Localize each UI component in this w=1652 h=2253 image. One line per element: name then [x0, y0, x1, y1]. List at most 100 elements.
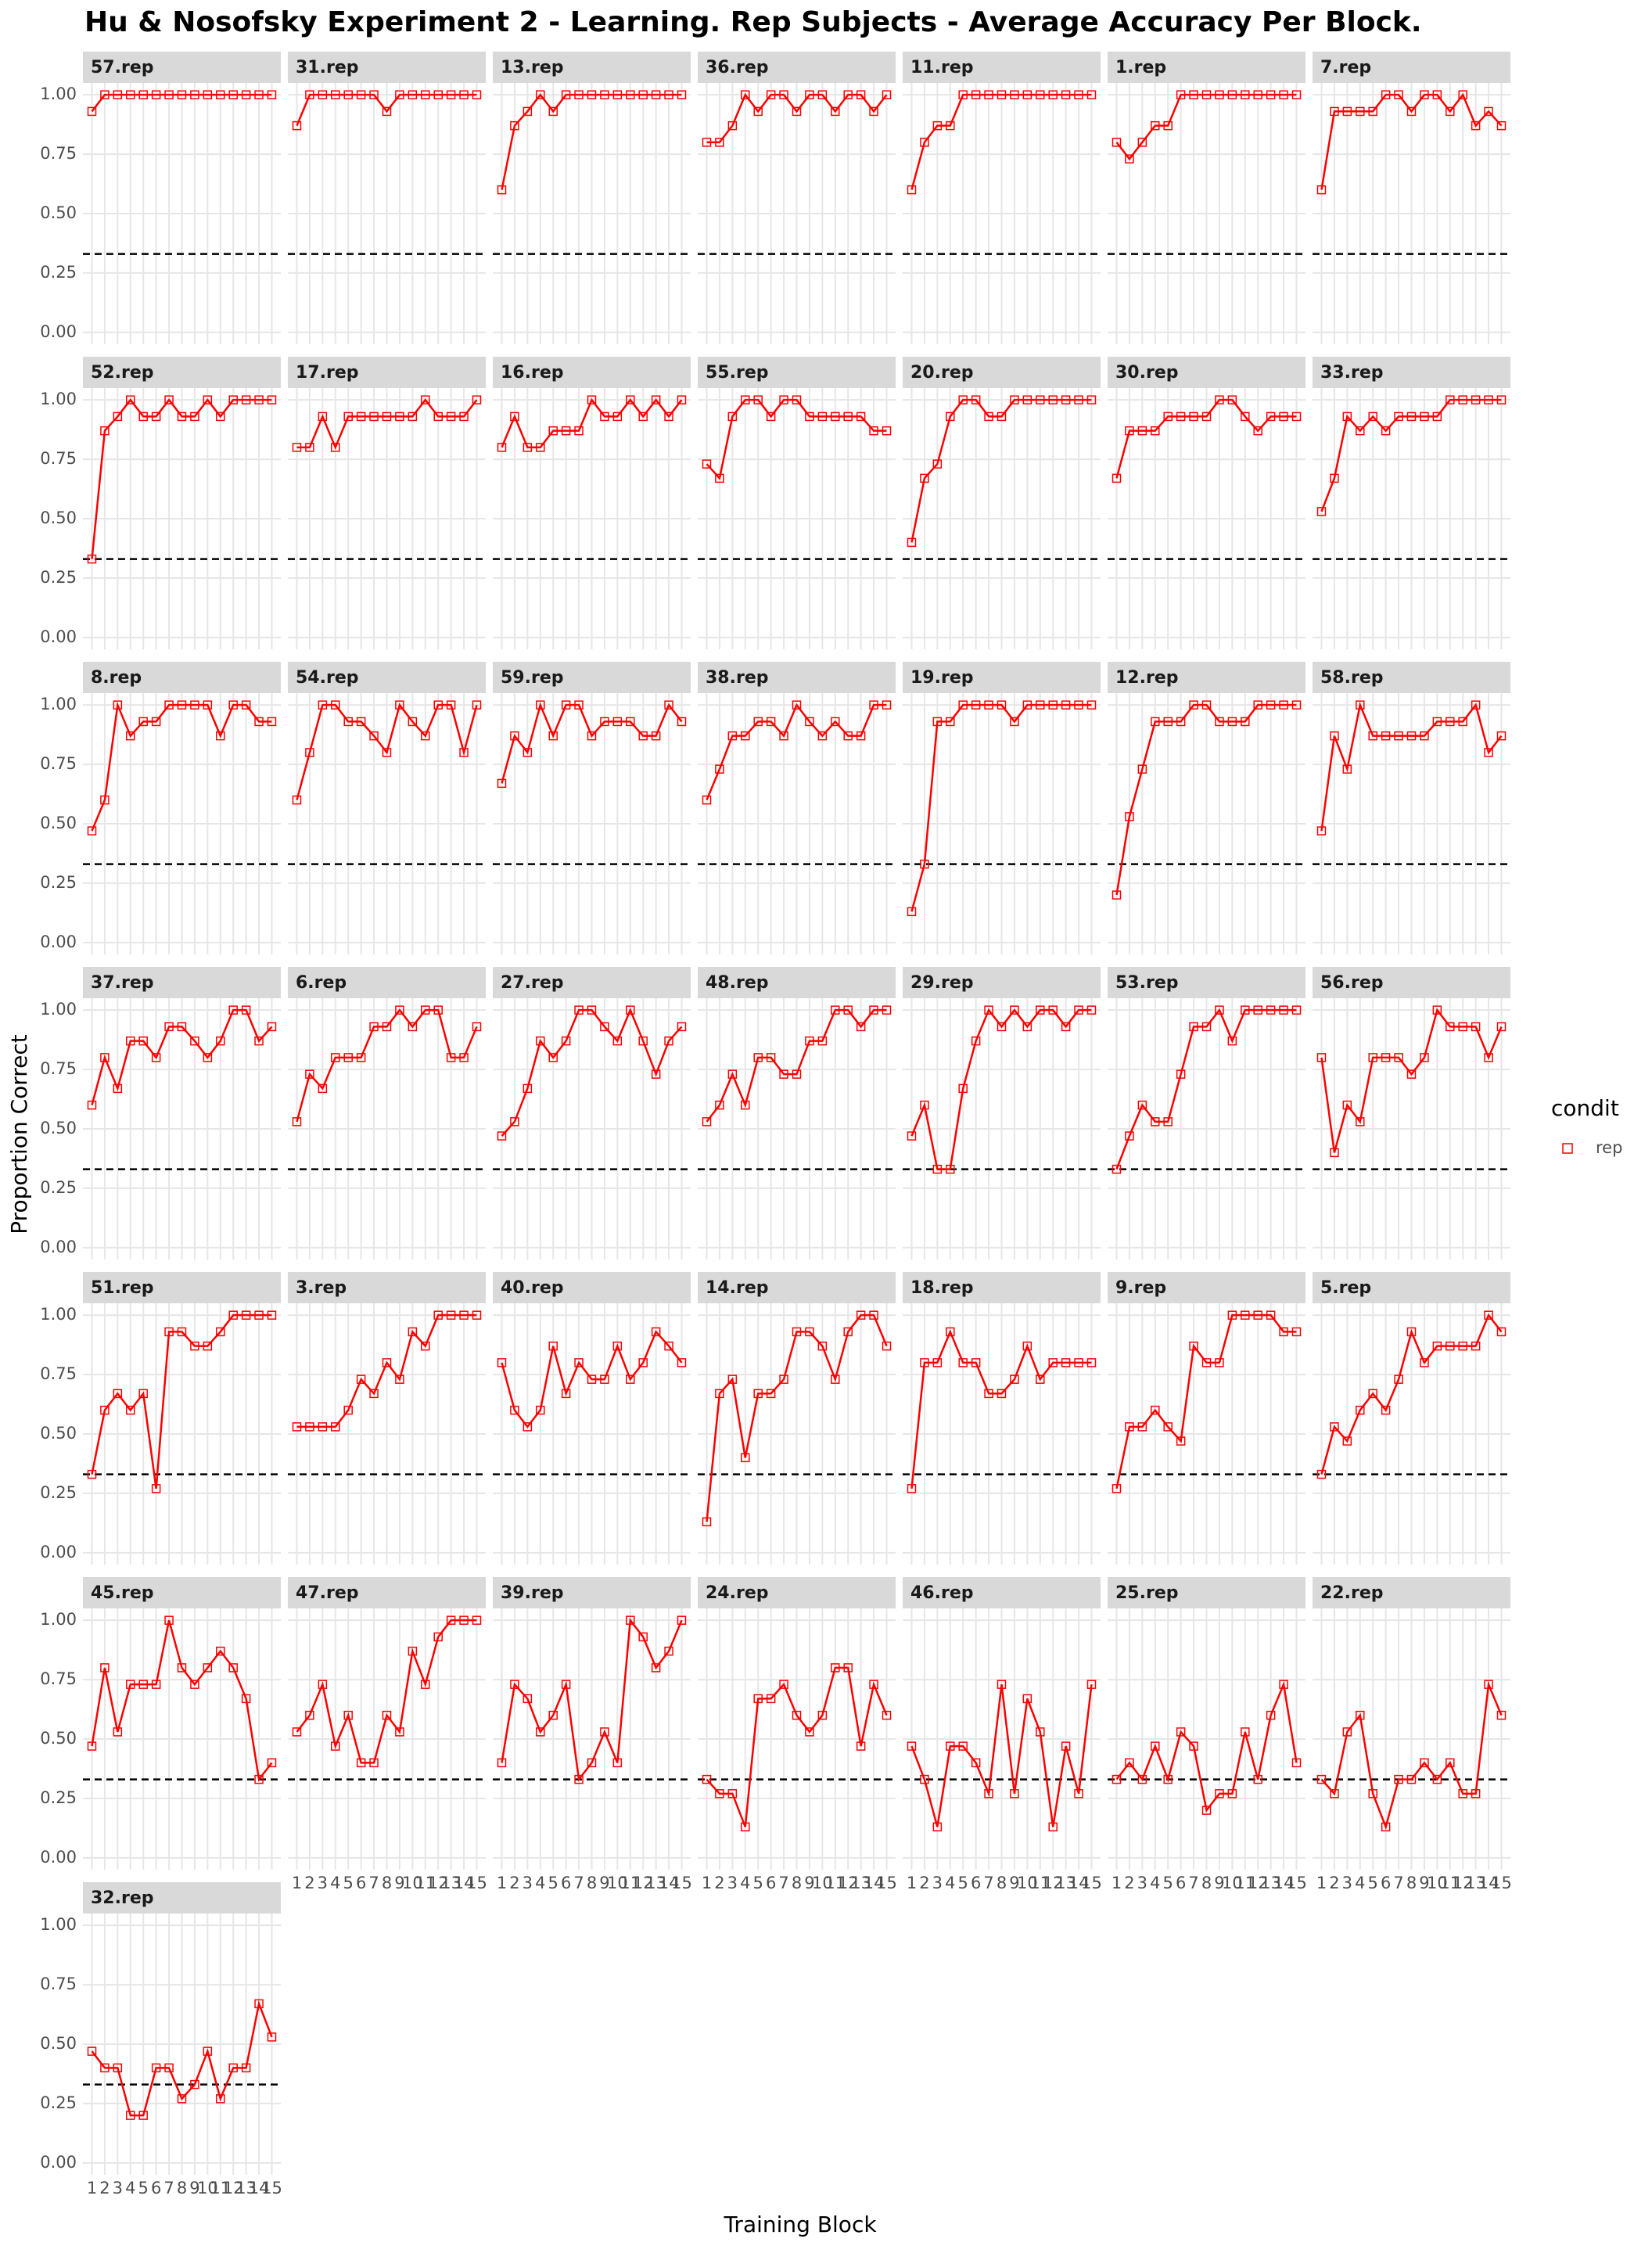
- data-point: [831, 1374, 840, 1384]
- x-tick-label: 15: [671, 1874, 692, 1892]
- data-point: [138, 717, 148, 727]
- strip-label: 48.rep: [706, 973, 769, 993]
- data-point: [715, 1389, 724, 1399]
- data-point: [216, 1327, 225, 1337]
- data-point: [1010, 1789, 1019, 1798]
- strip-label: 36.rep: [706, 58, 769, 77]
- x-tick-label: 7: [1393, 1874, 1403, 1892]
- data-point: [1381, 1822, 1391, 1832]
- data-point: [1484, 1680, 1493, 1689]
- data-point: [1406, 731, 1417, 741]
- strip: [288, 1272, 486, 1303]
- data-point: [1201, 1022, 1212, 1032]
- data-point: [164, 1615, 174, 1625]
- data-point: [1279, 1327, 1288, 1337]
- data-point: [87, 554, 97, 564]
- data-point: [741, 90, 750, 99]
- y-tick-label: 1.00: [40, 1000, 77, 1019]
- data-point: [318, 411, 328, 422]
- data-point: [664, 90, 673, 99]
- x-tick-label: 7: [573, 1874, 584, 1892]
- strip: [1313, 357, 1510, 388]
- data-point: [151, 717, 161, 727]
- data-point: [1201, 90, 1212, 99]
- data-point: [1291, 700, 1302, 710]
- data-point: [1330, 1148, 1339, 1158]
- data-point: [971, 700, 981, 710]
- y-tick-label: 0.50: [40, 1119, 77, 1137]
- data-point: [984, 411, 993, 422]
- y-tick-label: 0.75: [40, 754, 77, 773]
- data-point: [1151, 1405, 1160, 1415]
- x-tick-label: 11: [1439, 1874, 1460, 1892]
- data-point: [216, 1036, 225, 1046]
- data-point: [100, 90, 110, 99]
- data-point: [267, 1310, 277, 1320]
- data-point: [766, 411, 776, 422]
- x-tick-label: 8: [382, 1874, 392, 1892]
- data-point: [548, 731, 558, 741]
- data-point: [600, 717, 609, 727]
- data-point: [267, 1758, 277, 1768]
- x-tick-label: 4: [535, 1874, 545, 1892]
- data-point: [356, 1374, 366, 1384]
- data-point: [1420, 1358, 1429, 1367]
- data-point: [946, 1741, 955, 1751]
- data-point: [612, 1036, 623, 1046]
- x-tick-label: 11: [824, 1874, 846, 1892]
- x-tick-label: 12: [838, 1874, 859, 1892]
- data-point: [869, 1310, 878, 1320]
- data-point: [446, 1615, 456, 1625]
- data-point: [1048, 1358, 1058, 1367]
- data-point: [292, 795, 302, 805]
- strip: [493, 967, 691, 998]
- data-point: [369, 411, 379, 422]
- data-point: [1176, 717, 1186, 727]
- x-tick-label: 14: [249, 2179, 270, 2197]
- strip: [1313, 1577, 1510, 1608]
- data-point: [100, 1053, 110, 1062]
- data-point: [677, 1615, 687, 1625]
- x-tick-label: 9: [394, 1874, 404, 1892]
- strip-label: 45.rep: [91, 1583, 154, 1603]
- data-point: [1484, 1310, 1493, 1320]
- data-point: [626, 90, 635, 99]
- data-point: [1151, 717, 1160, 727]
- data-point: [638, 90, 648, 99]
- data-point: [254, 717, 264, 727]
- data-point: [151, 411, 161, 422]
- data-line: [501, 1330, 683, 1428]
- data-point: [126, 90, 135, 99]
- x-tick-label: 12: [1453, 1874, 1474, 1892]
- data-point: [1471, 700, 1481, 710]
- data-point: [1432, 1341, 1442, 1351]
- strip-label: 9.rep: [1115, 1278, 1166, 1298]
- data-point: [138, 2111, 148, 2120]
- data-point: [831, 106, 840, 117]
- data-point: [523, 1083, 533, 1094]
- data-point: [1010, 717, 1019, 727]
- data-point: [702, 1774, 712, 1784]
- data-point: [1406, 411, 1417, 422]
- data-point: [1112, 1484, 1122, 1493]
- data-point: [843, 731, 853, 741]
- data-point: [792, 1710, 802, 1720]
- data-point: [779, 731, 788, 741]
- data-point: [87, 1469, 97, 1479]
- data-point: [305, 90, 314, 99]
- data-point: [382, 748, 392, 757]
- data-point: [1086, 1680, 1097, 1689]
- data-point: [779, 1069, 788, 1079]
- data-point: [241, 1310, 251, 1320]
- data-point: [203, 1341, 213, 1351]
- data-point: [626, 1374, 635, 1384]
- data-point: [1496, 1710, 1507, 1720]
- data-point: [1381, 1405, 1391, 1415]
- data-point: [254, 1774, 264, 1784]
- data-point: [421, 395, 430, 404]
- x-tick-label: 5: [753, 1874, 763, 1892]
- data-point: [395, 1374, 404, 1384]
- data-point: [1022, 700, 1032, 710]
- x-tick-label: 7: [1188, 1874, 1198, 1892]
- strip: [493, 357, 691, 388]
